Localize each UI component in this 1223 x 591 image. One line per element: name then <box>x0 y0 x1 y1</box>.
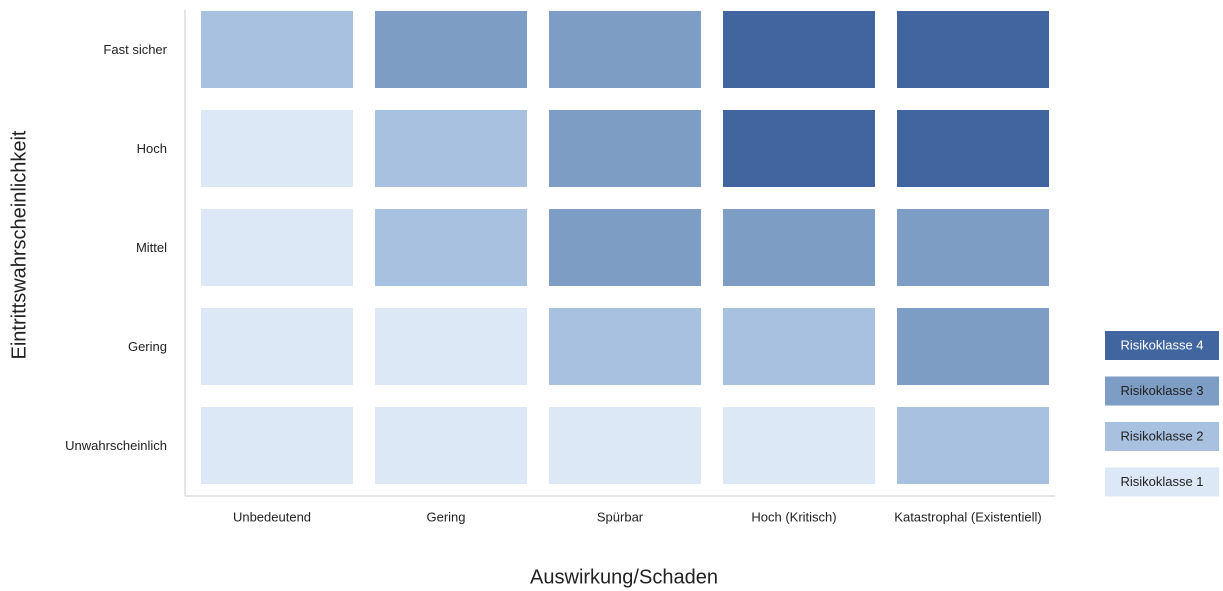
heatmap-cell <box>201 209 353 286</box>
heatmap-cell <box>723 11 875 88</box>
legend-label: Risikoklasse 3 <box>1120 383 1203 398</box>
legend-swatch <box>1105 422 1219 451</box>
heatmap-cell <box>375 209 527 286</box>
heatmap-cell <box>897 11 1049 88</box>
y-tick-label: Mittel <box>136 240 167 255</box>
heatmap-cell <box>549 11 701 88</box>
legend-swatch <box>1105 467 1219 497</box>
heatmap-cell <box>723 209 875 286</box>
heatmap-cell <box>723 407 875 484</box>
y-axis-title: Eintrittswahrscheinlichkeit <box>8 130 30 359</box>
heatmap-cell <box>897 407 1049 484</box>
heatmap-cell <box>723 110 875 187</box>
x-tick-label: Hoch (Kritisch) <box>751 509 836 524</box>
heatmap-cell <box>375 407 527 484</box>
legend-label: Risikoklasse 2 <box>1120 428 1203 443</box>
legend-label: Risikoklasse 1 <box>1120 474 1203 489</box>
heatmap-cell <box>375 11 527 88</box>
legend-swatch <box>1105 376 1219 406</box>
heatmap-cell <box>897 110 1049 187</box>
heatmap-cell <box>549 110 701 187</box>
heatmap-cell <box>549 407 701 484</box>
heatmap-cell <box>201 11 353 88</box>
heatmap-cell <box>375 308 527 385</box>
y-tick-label: Gering <box>128 339 167 354</box>
heatmap-cell <box>897 209 1049 286</box>
x-tick-label: Katastrophal (Existentiell) <box>894 509 1041 524</box>
heatmap-cell <box>201 407 353 484</box>
x-tick-label: Gering <box>426 509 465 524</box>
y-tick-label: Fast sicher <box>103 42 167 57</box>
x-tick-label: Spürbar <box>597 509 644 524</box>
heatmap-cell <box>549 209 701 286</box>
heatmap-cell <box>201 308 353 385</box>
legend-swatch <box>1105 331 1219 360</box>
legend-label: Risikoklasse 4 <box>1120 337 1203 352</box>
y-tick-label: Unwahrscheinlich <box>65 438 167 453</box>
heatmap-cell <box>375 110 527 187</box>
heatmap-cell <box>723 308 875 385</box>
heatmap-cell <box>897 308 1049 385</box>
y-tick-label: Hoch <box>137 141 167 156</box>
x-tick-label: Unbedeutend <box>233 509 311 524</box>
x-axis-title: Auswirkung/Schaden <box>530 566 718 588</box>
heatmap-cell <box>549 308 701 385</box>
heatmap-cell <box>201 110 353 187</box>
